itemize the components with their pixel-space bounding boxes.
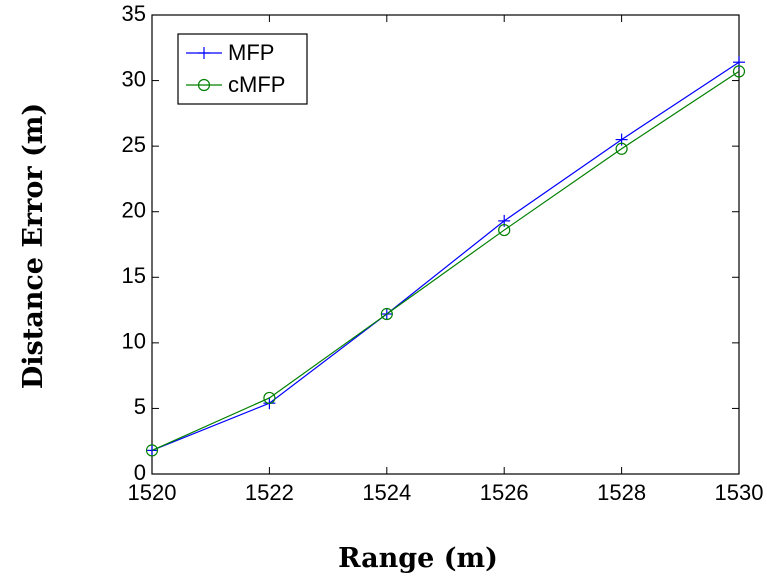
x-tick-label: 1526 — [480, 480, 529, 505]
y-tick-label: 35 — [122, 1, 146, 26]
legend-marker-circle — [197, 78, 211, 92]
y-axis-title: Distance Error (m) — [18, 103, 49, 389]
data-point-cmfp — [615, 142, 628, 155]
x-tick-label: 1528 — [597, 480, 646, 505]
x-tick-label: 1520 — [128, 480, 177, 505]
y-tick-label: 15 — [122, 263, 146, 288]
legend-label-cmfp: cMFP — [228, 72, 285, 97]
plot-area-frame — [151, 14, 740, 475]
data-point-cmfp — [263, 391, 276, 405]
data-point-cmfp — [145, 444, 159, 457]
x-axis-title: Range (m) — [338, 543, 498, 574]
legend-label-mfp: MFP — [228, 40, 274, 65]
legend: MFP cMFP — [177, 33, 308, 105]
legend-marker-plus — [198, 47, 210, 59]
y-tick-label: 10 — [122, 329, 146, 354]
x-tick-label: 1530 — [715, 480, 764, 505]
data-point-cmfp — [732, 65, 746, 78]
series-line-cmfp — [151, 70, 740, 451]
y-tick-label: 25 — [122, 132, 146, 157]
data-point-cmfp — [380, 307, 393, 321]
y-tick-label: 30 — [122, 66, 146, 91]
series-layer — [145, 56, 746, 457]
legend-marker-circle-shape — [197, 78, 211, 92]
legend-marker-plus-shape — [198, 47, 210, 59]
y-tick-label: 20 — [122, 198, 146, 223]
y-tick-label: 5 — [134, 394, 146, 419]
x-tick-label: 1524 — [362, 480, 411, 505]
series-line-mfp — [151, 61, 740, 451]
x-tick-label: 1522 — [245, 480, 294, 505]
y-tick-label: 0 — [134, 460, 146, 485]
data-point-cmfp — [498, 223, 511, 237]
legend-box — [177, 33, 308, 105]
